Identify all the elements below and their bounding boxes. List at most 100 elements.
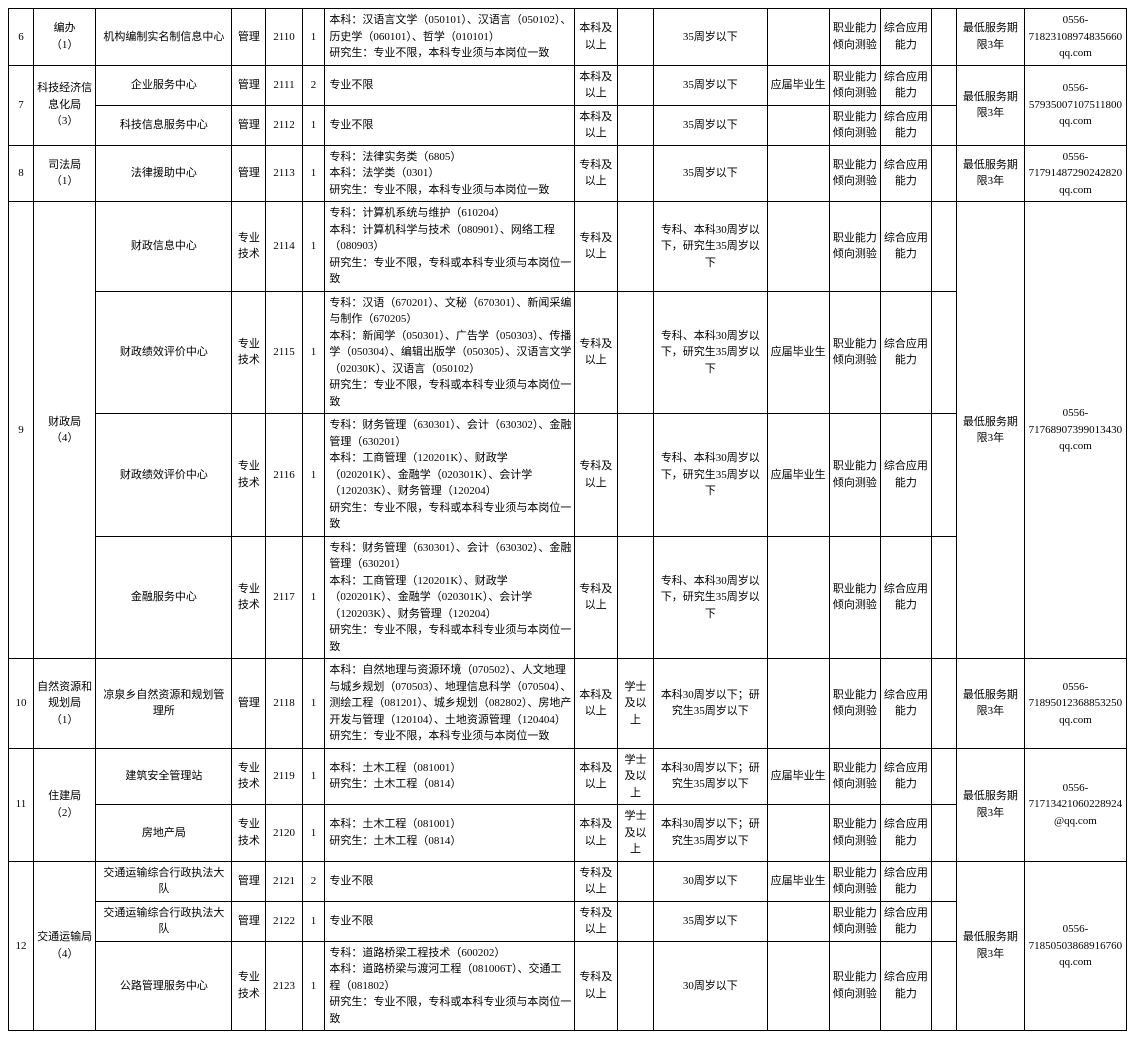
col-code: 2119 bbox=[266, 748, 302, 805]
col-major: 专业不限 bbox=[325, 105, 574, 145]
col-exam1: 职业能力倾向测验 bbox=[829, 805, 880, 862]
col-edu: 专科及以上 bbox=[574, 202, 617, 292]
col-type: 专业技术 bbox=[232, 414, 266, 537]
col-major: 本科：汉语言文学（050101）、汉语言（050102）、历史学（060101）… bbox=[325, 9, 574, 66]
col-degree bbox=[617, 202, 653, 292]
col-code: 2114 bbox=[266, 202, 302, 292]
col-ratio bbox=[931, 145, 956, 202]
col-other bbox=[767, 901, 829, 941]
col-other: 应届毕业生 bbox=[767, 748, 829, 805]
col-other bbox=[767, 145, 829, 202]
col-age: 30周岁以下 bbox=[654, 941, 767, 1031]
col-count: 1 bbox=[302, 145, 325, 202]
col-type: 管理 bbox=[232, 901, 266, 941]
col-age: 专科、本科30周岁以下，研究生35周岁以下 bbox=[654, 291, 767, 414]
col-count: 2 bbox=[302, 861, 325, 901]
col-ratio bbox=[931, 291, 956, 414]
col-other bbox=[767, 941, 829, 1031]
col-ratio bbox=[931, 105, 956, 145]
col-seq: 7 bbox=[9, 65, 34, 145]
col-type: 管理 bbox=[232, 659, 266, 749]
col-type: 专业技术 bbox=[232, 536, 266, 659]
col-dept: 编办（1） bbox=[33, 9, 95, 66]
col-dept: 住建局（2） bbox=[33, 748, 95, 861]
col-count: 1 bbox=[302, 105, 325, 145]
col-ratio bbox=[931, 941, 956, 1031]
col-ratio bbox=[931, 65, 956, 105]
col-unit: 房地产局 bbox=[96, 805, 232, 862]
col-count: 1 bbox=[302, 805, 325, 862]
col-degree bbox=[617, 941, 653, 1031]
col-exam2: 综合应用能力 bbox=[880, 105, 931, 145]
col-count: 1 bbox=[302, 748, 325, 805]
table-row: 10自然资源和规划局（1）凉泉乡自然资源和规划管理所管理21181本科：自然地理… bbox=[9, 659, 1127, 749]
col-exam2: 综合应用能力 bbox=[880, 748, 931, 805]
col-code: 2116 bbox=[266, 414, 302, 537]
col-type: 管理 bbox=[232, 145, 266, 202]
col-edu: 专科及以上 bbox=[574, 291, 617, 414]
col-other bbox=[767, 536, 829, 659]
col-count: 1 bbox=[302, 901, 325, 941]
col-count: 1 bbox=[302, 414, 325, 537]
col-exam1: 职业能力倾向测验 bbox=[829, 65, 880, 105]
col-type: 管理 bbox=[232, 861, 266, 901]
col-edu: 专科及以上 bbox=[574, 536, 617, 659]
col-seq: 11 bbox=[9, 748, 34, 861]
col-code: 2121 bbox=[266, 861, 302, 901]
col-unit: 财政绩效评价中心 bbox=[96, 291, 232, 414]
col-exam1: 职业能力倾向测验 bbox=[829, 202, 880, 292]
col-exam1: 职业能力倾向测验 bbox=[829, 748, 880, 805]
table-row: 11住建局（2）建筑安全管理站专业技术21191本科：土木工程（081001）研… bbox=[9, 748, 1127, 805]
col-code: 2115 bbox=[266, 291, 302, 414]
table-row: 7科技经济信息化局（3）企业服务中心管理21112专业不限本科及以上35周岁以下… bbox=[9, 65, 1127, 105]
col-count: 1 bbox=[302, 659, 325, 749]
col-count: 1 bbox=[302, 202, 325, 292]
col-ratio bbox=[931, 748, 956, 805]
col-unit: 公路管理服务中心 bbox=[96, 941, 232, 1031]
col-serve: 最低服务期限3年 bbox=[956, 9, 1024, 66]
col-edu: 本科及以上 bbox=[574, 9, 617, 66]
col-degree: 学士及以上 bbox=[617, 805, 653, 862]
col-other: 应届毕业生 bbox=[767, 861, 829, 901]
col-unit: 财政绩效评价中心 bbox=[96, 414, 232, 537]
col-ratio bbox=[931, 805, 956, 862]
col-age: 专科、本科30周岁以下，研究生35周岁以下 bbox=[654, 414, 767, 537]
col-exam1: 职业能力倾向测验 bbox=[829, 941, 880, 1031]
col-exam2: 综合应用能力 bbox=[880, 941, 931, 1031]
col-degree bbox=[617, 861, 653, 901]
col-code: 2117 bbox=[266, 536, 302, 659]
col-contact: 0556-71850503868916760qq.com bbox=[1024, 861, 1126, 1031]
col-count: 1 bbox=[302, 941, 325, 1031]
col-unit: 建筑安全管理站 bbox=[96, 748, 232, 805]
recruitment-table: 6编办（1）机构编制实名制信息中心管理21101本科：汉语言文学（050101）… bbox=[8, 8, 1127, 1031]
col-ratio bbox=[931, 901, 956, 941]
col-exam1: 职业能力倾向测验 bbox=[829, 659, 880, 749]
col-exam2: 综合应用能力 bbox=[880, 805, 931, 862]
col-unit: 企业服务中心 bbox=[96, 65, 232, 105]
col-serve: 最低服务期限3年 bbox=[956, 145, 1024, 202]
table-row: 8司法局（1）法律援助中心管理21131专科：法律实务类（6805）本科：法学类… bbox=[9, 145, 1127, 202]
col-age: 35周岁以下 bbox=[654, 105, 767, 145]
col-count: 1 bbox=[302, 9, 325, 66]
col-exam2: 综合应用能力 bbox=[880, 202, 931, 292]
col-major: 本科：土木工程（081001）研究生：土木工程（0814） bbox=[325, 805, 574, 862]
col-ratio bbox=[931, 414, 956, 537]
col-major: 本科：自然地理与资源环境（070502）、人文地理与城乡规划（070503）、地… bbox=[325, 659, 574, 749]
col-edu: 专科及以上 bbox=[574, 414, 617, 537]
col-ratio bbox=[931, 9, 956, 66]
col-ratio bbox=[931, 659, 956, 749]
col-count: 1 bbox=[302, 291, 325, 414]
col-major: 专科：法律实务类（6805）本科：法学类（0301）研究生：专业不限，本科专业须… bbox=[325, 145, 574, 202]
col-edu: 本科及以上 bbox=[574, 105, 617, 145]
col-count: 1 bbox=[302, 536, 325, 659]
col-major: 专科：计算机系统与维护（610204）本科：计算机科学与技术（080901）、网… bbox=[325, 202, 574, 292]
col-serve: 最低服务期限3年 bbox=[956, 748, 1024, 861]
col-edu: 本科及以上 bbox=[574, 805, 617, 862]
col-age: 专科、本科30周岁以下，研究生35周岁以下 bbox=[654, 202, 767, 292]
col-serve: 最低服务期限3年 bbox=[956, 861, 1024, 1031]
col-major: 专业不限 bbox=[325, 861, 574, 901]
col-type: 专业技术 bbox=[232, 941, 266, 1031]
col-exam1: 职业能力倾向测验 bbox=[829, 414, 880, 537]
col-edu: 本科及以上 bbox=[574, 748, 617, 805]
col-dept: 自然资源和规划局（1） bbox=[33, 659, 95, 749]
